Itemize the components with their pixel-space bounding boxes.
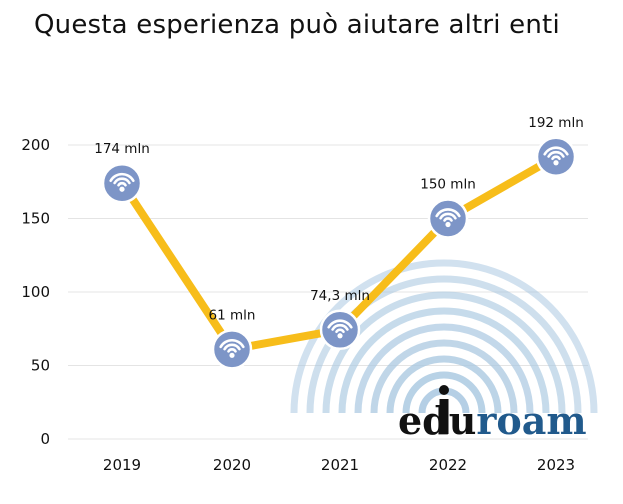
eduroam-logo: eduroam [290, 259, 598, 443]
x-tick-label: 2023 [537, 456, 575, 474]
logo-arc [354, 323, 534, 414]
x-tick-label: 2021 [321, 456, 359, 474]
wifi-icon [101, 162, 143, 204]
y-tick-label: 200 [21, 136, 50, 154]
logo-signal-arcs [290, 259, 598, 414]
logo-arc [338, 307, 550, 414]
logo-dot [439, 385, 449, 395]
x-axis-ticks: 2019 2020 2021 2022 2023 [103, 456, 575, 474]
logo-arc [402, 371, 486, 414]
data-label: 61 mln [209, 307, 256, 323]
wifi-icon [427, 198, 469, 239]
y-axis-ticks: 0 50 100 150 200 [21, 136, 50, 448]
logo-text-dark: edu [398, 398, 476, 443]
wifi-icon [319, 309, 361, 351]
data-label: 174 mln [94, 141, 150, 157]
logo-arc [370, 339, 518, 414]
wifi-icon [535, 136, 577, 178]
wifi-icon [211, 329, 253, 370]
data-label: 74,3 mln [310, 288, 370, 304]
y-tick-label: 150 [21, 210, 50, 228]
x-tick-label: 2020 [213, 456, 251, 474]
data-label: 192 mln [528, 115, 584, 131]
logo-arc [322, 291, 566, 414]
data-labels: 174 mln 61 mln 74,3 mln 150 mln 192 mln [94, 115, 584, 324]
y-tick-label: 0 [40, 430, 50, 448]
y-tick-label: 50 [31, 357, 50, 375]
data-markers [101, 136, 577, 370]
logo-arc [306, 275, 582, 414]
chart-title: Questa esperienza può aiutare altri enti [34, 10, 560, 40]
data-label: 150 mln [420, 177, 476, 193]
x-tick-label: 2019 [103, 456, 141, 474]
logo-arc [290, 259, 598, 414]
y-tick-label: 100 [21, 283, 50, 301]
logo-i-stem [439, 399, 449, 434]
logo-arc [386, 355, 502, 414]
logo-wordmark: eduroam [398, 398, 587, 443]
x-tick-label: 2022 [429, 456, 467, 474]
logo-text-blue: roam [476, 398, 586, 443]
